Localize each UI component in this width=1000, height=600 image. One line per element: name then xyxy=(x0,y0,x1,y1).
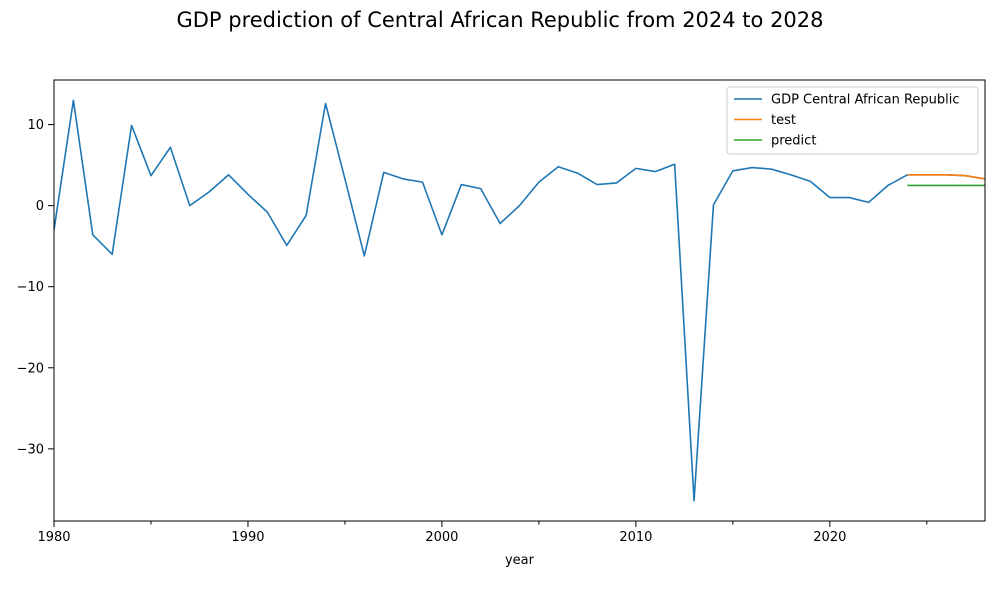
y-axis-ticks: 10 0 −10 −20 −30 xyxy=(17,118,54,457)
x-tick-label: 2010 xyxy=(619,530,652,545)
plot-frame xyxy=(53,79,986,522)
chart-title: GDP prediction of Central African Republ… xyxy=(176,8,824,32)
series-line-test xyxy=(907,174,985,180)
legend-box xyxy=(726,86,979,155)
legend: GDP Central African Republic test predict xyxy=(726,86,979,155)
y-tick-label: −20 xyxy=(17,361,44,376)
legend-label: GDP Central African Republic xyxy=(771,93,960,108)
y-tick-label: 10 xyxy=(27,118,44,133)
x-tick-label: 2000 xyxy=(425,530,458,545)
series-layer xyxy=(54,99,985,502)
x-tick-label: 1980 xyxy=(37,530,70,545)
legend-label: test xyxy=(771,113,796,128)
y-tick-label: −30 xyxy=(17,442,44,457)
y-tick-label: −10 xyxy=(17,280,44,295)
y-tick-label: 0 xyxy=(36,199,44,214)
x-axis-label: year xyxy=(505,553,535,568)
x-tick-label: 1990 xyxy=(231,530,264,545)
x-axis-ticks: 1980 1990 2000 2010 2020 xyxy=(37,521,928,545)
legend-label: predict xyxy=(771,134,816,149)
series-line-gdp-central-african-republic xyxy=(54,99,985,502)
x-tick-label: 2020 xyxy=(813,530,846,545)
